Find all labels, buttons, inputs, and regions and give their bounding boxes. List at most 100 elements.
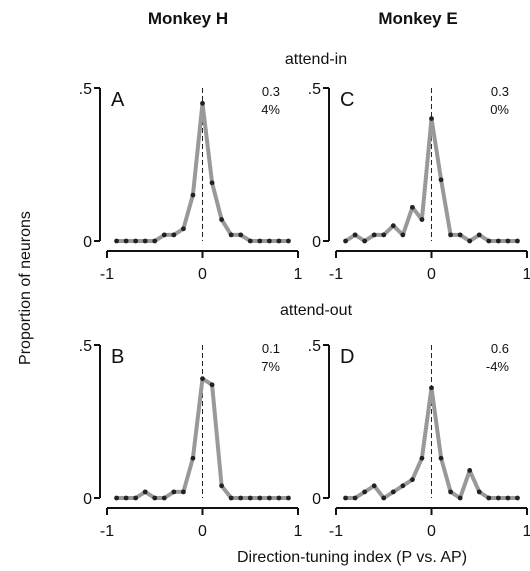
data-point-b-9 bbox=[200, 376, 205, 382]
x-tick-label-a-2: 1 bbox=[294, 266, 303, 283]
data-point-d-10 bbox=[438, 455, 444, 461]
panels: .50-1 0 1A 0.34%.50-1 0 1C 0.30%.50-1 0 1B 0.17%.… bbox=[79, 81, 530, 540]
data-point-a-15 bbox=[257, 238, 263, 244]
data-point-c-6 bbox=[400, 232, 406, 238]
panel-letter-a: A bbox=[111, 89, 125, 111]
column-title-monkey-e: Monkey E bbox=[378, 9, 457, 28]
data-point-c-16 bbox=[495, 238, 501, 244]
column-title-monkey-h: Monkey H bbox=[148, 9, 228, 28]
panel-stat-percent-d: -4% bbox=[486, 359, 510, 374]
x-tick-label-c-1: 0 bbox=[427, 266, 436, 283]
panel-letter-c: C bbox=[340, 89, 354, 111]
x-tick-label-b-1: 0 bbox=[198, 523, 207, 540]
panel-stat-percent-a: 4% bbox=[261, 102, 280, 117]
x-tick-label-b-2: 1 bbox=[294, 523, 303, 540]
data-point-d-9 bbox=[429, 385, 434, 391]
panel-b: .5 0 -1 0 1 B 0.1 7% bbox=[79, 338, 303, 540]
data-point-c-14 bbox=[476, 232, 482, 238]
data-point-a-0 bbox=[114, 238, 119, 244]
data-point-b-14 bbox=[247, 495, 253, 501]
data-point-d-11 bbox=[448, 489, 453, 495]
panel-d: .5 0 -1 0 1 D 0.6 -4% bbox=[308, 338, 530, 540]
data-point-a-10 bbox=[209, 180, 215, 186]
data-point-c-0 bbox=[343, 238, 348, 244]
data-point-b-6 bbox=[171, 489, 177, 495]
data-point-a-12 bbox=[228, 232, 234, 238]
data-point-c-13 bbox=[467, 238, 473, 244]
panel-stat-percent-b: 7% bbox=[261, 359, 280, 374]
data-point-b-1 bbox=[123, 495, 129, 501]
y-tick-label-d-1: 0 bbox=[312, 491, 321, 508]
x-tick-label-d-1: 0 bbox=[427, 523, 436, 540]
data-point-c-12 bbox=[457, 232, 463, 238]
data-point-d-6 bbox=[400, 483, 406, 489]
data-point-a-18 bbox=[286, 238, 291, 244]
panel-letter-d: D bbox=[340, 346, 354, 368]
data-point-b-8 bbox=[190, 455, 196, 461]
data-point-a-4 bbox=[152, 238, 158, 244]
data-point-c-1 bbox=[352, 232, 358, 238]
data-point-b-16 bbox=[266, 495, 272, 501]
panel-stat-index-b: 0.1 bbox=[262, 341, 280, 356]
data-point-b-17 bbox=[276, 495, 282, 501]
data-point-b-11 bbox=[219, 483, 225, 489]
data-point-d-7 bbox=[410, 477, 415, 483]
data-point-d-5 bbox=[390, 489, 396, 495]
y-axis-label: Proportion of neurons bbox=[17, 211, 34, 365]
data-point-b-12 bbox=[228, 495, 234, 501]
data-point-b-15 bbox=[257, 495, 263, 501]
data-point-c-2 bbox=[362, 238, 368, 244]
x-tick-label-b-0: -1 bbox=[100, 523, 114, 540]
panel-stat-percent-c: 0% bbox=[490, 102, 509, 117]
data-point-c-3 bbox=[371, 232, 377, 238]
y-tick-label-a-0: .5 bbox=[79, 81, 92, 98]
data-point-c-7 bbox=[410, 204, 415, 210]
row-title-attend-in: attend-in bbox=[285, 51, 347, 68]
data-point-c-8 bbox=[419, 217, 425, 222]
data-point-b-18 bbox=[286, 495, 291, 501]
data-point-a-7 bbox=[181, 226, 186, 232]
data-point-c-18 bbox=[515, 238, 520, 244]
data-point-d-17 bbox=[505, 495, 511, 501]
y-tick-label-d-0: .5 bbox=[308, 338, 321, 355]
x-tick-label-d-0: -1 bbox=[329, 523, 343, 540]
data-point-d-1 bbox=[352, 495, 358, 501]
data-point-d-8 bbox=[419, 455, 425, 461]
data-point-d-4 bbox=[381, 495, 387, 501]
data-point-a-8 bbox=[190, 192, 196, 198]
data-point-b-2 bbox=[133, 495, 139, 501]
data-point-d-3 bbox=[371, 483, 377, 489]
data-point-a-1 bbox=[123, 238, 129, 244]
x-tick-label-a-1: 0 bbox=[198, 266, 207, 283]
data-point-d-16 bbox=[495, 495, 501, 501]
data-point-c-4 bbox=[381, 232, 387, 238]
panel-stat-index-a: 0.3 bbox=[262, 84, 280, 99]
data-point-b-13 bbox=[238, 495, 244, 501]
data-point-a-5 bbox=[161, 232, 167, 238]
data-point-d-13 bbox=[467, 468, 473, 473]
data-point-b-5 bbox=[161, 495, 167, 501]
data-point-c-10 bbox=[438, 177, 444, 183]
y-tick-label-c-0: .5 bbox=[308, 81, 321, 98]
data-point-a-17 bbox=[276, 238, 282, 244]
x-axis-label: Direction-tuning index (P vs. AP) bbox=[237, 549, 467, 566]
data-point-d-18 bbox=[515, 495, 520, 501]
y-tick-label-c-1: 0 bbox=[312, 234, 321, 251]
data-point-c-5 bbox=[390, 223, 396, 229]
data-point-b-7 bbox=[181, 489, 186, 495]
data-point-c-11 bbox=[448, 232, 453, 238]
x-tick-label-c-2: 1 bbox=[523, 266, 530, 283]
data-point-d-14 bbox=[476, 489, 482, 495]
x-tick-label-d-2: 1 bbox=[523, 523, 530, 540]
panel-stat-index-d: 0.6 bbox=[491, 341, 509, 356]
data-point-a-16 bbox=[266, 238, 272, 244]
row-title-attend-out: attend-out bbox=[280, 302, 353, 319]
data-point-a-14 bbox=[247, 238, 253, 244]
panel-a: .5 0 -1 0 1 A 0.3 4% bbox=[79, 81, 303, 283]
data-point-b-10 bbox=[209, 382, 215, 388]
data-point-a-3 bbox=[142, 238, 148, 244]
y-tick-label-a-1: 0 bbox=[83, 234, 92, 251]
data-point-a-13 bbox=[238, 232, 244, 238]
x-tick-label-a-0: -1 bbox=[100, 266, 114, 283]
